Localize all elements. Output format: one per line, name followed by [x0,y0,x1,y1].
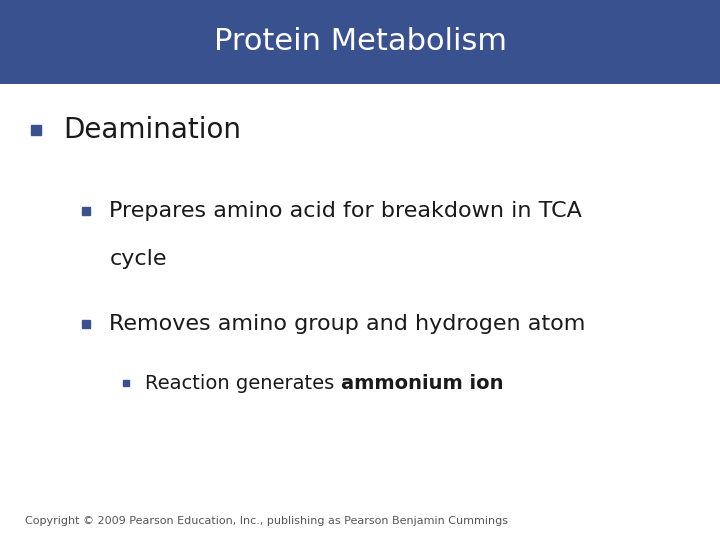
Text: ammonium ion: ammonium ion [341,374,503,393]
Text: Prepares amino acid for breakdown in TCA: Prepares amino acid for breakdown in TCA [109,200,582,221]
Text: Reaction generates: Reaction generates [145,374,341,393]
Text: Removes amino group and hydrogen atom: Removes amino group and hydrogen atom [109,314,586,334]
Text: Copyright © 2009 Pearson Education, Inc., publishing as Pearson Benjamin Cumming: Copyright © 2009 Pearson Education, Inc.… [25,516,508,526]
FancyBboxPatch shape [0,0,720,84]
Text: cycle: cycle [109,249,167,269]
Text: Deamination: Deamination [63,116,241,144]
Text: Protein Metabolism: Protein Metabolism [214,28,506,56]
